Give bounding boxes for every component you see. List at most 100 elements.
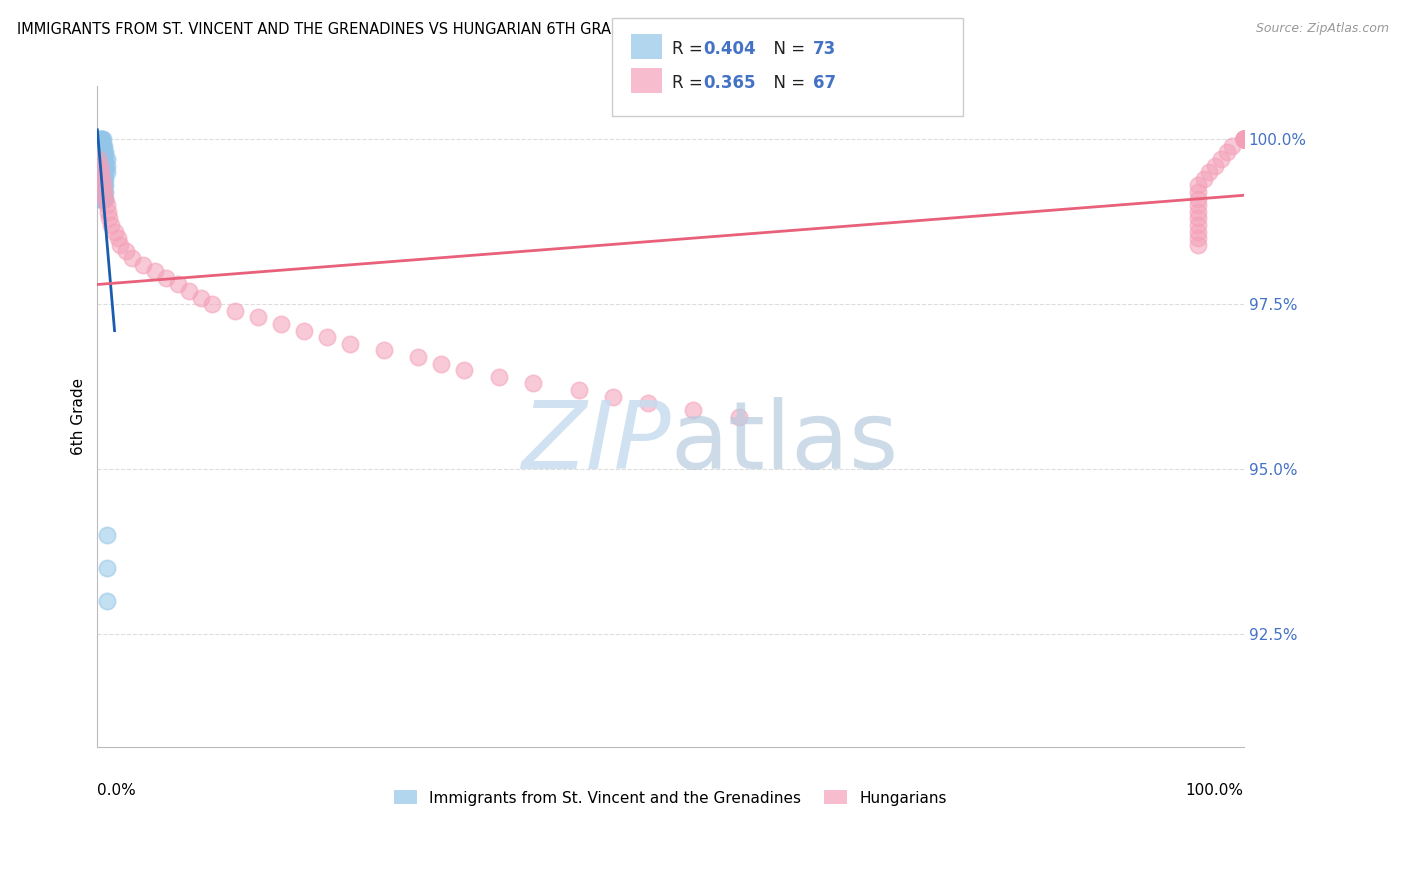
Point [93,152,115,166]
Text: atlas: atlas [671,397,898,489]
Point [94,152,117,166]
Point [1233,132,1256,146]
Point [103,225,125,239]
Point [728,409,751,424]
Point [1198,165,1220,179]
Point [430,357,453,371]
Point [1233,132,1256,146]
Point [1220,138,1243,153]
Point [87,178,110,193]
Point [246,310,269,325]
Point [1233,132,1256,146]
Point [121,251,143,265]
Point [93,185,115,199]
Point [91,165,114,179]
Point [1187,198,1209,212]
Point [89,159,111,173]
Point [94,192,117,206]
Point [1209,152,1232,166]
Text: 100.0%: 100.0% [1185,783,1244,798]
Point [90,165,112,179]
Point [1187,192,1209,206]
Point [93,178,115,193]
Text: 73: 73 [813,40,837,58]
Point [1233,132,1256,146]
Point [94,171,117,186]
Point [292,324,315,338]
Point [602,390,624,404]
Point [1192,171,1215,186]
Point [89,138,111,153]
Point [270,317,292,331]
Point [107,231,129,245]
Point [91,132,114,146]
Point [488,370,510,384]
Point [91,145,114,160]
Point [1187,237,1209,252]
Point [91,171,114,186]
Point [1187,211,1209,226]
Point [201,297,224,311]
Text: 0.404: 0.404 [703,40,755,58]
Point [91,185,114,199]
Text: 0.365: 0.365 [703,74,755,92]
Text: 67: 67 [813,74,835,92]
Point [91,138,114,153]
Point [87,132,110,146]
Point [90,152,112,166]
Point [87,145,110,160]
Point [453,363,475,377]
Point [87,152,110,166]
Point [1215,145,1237,160]
Text: IMMIGRANTS FROM ST. VINCENT AND THE GRENADINES VS HUNGARIAN 6TH GRADE CORRELATIO: IMMIGRANTS FROM ST. VINCENT AND THE GREN… [17,22,794,37]
Point [87,171,110,186]
Point [155,270,177,285]
Text: ZIP: ZIP [522,398,671,489]
Point [1187,178,1209,193]
Point [90,171,112,186]
Point [91,171,114,186]
Point [89,178,111,193]
Point [1187,185,1209,199]
Point [93,138,115,153]
Point [94,145,117,160]
Point [1187,231,1209,245]
Point [143,264,166,278]
Point [91,165,114,179]
Point [110,237,132,252]
Point [91,178,114,193]
Point [87,185,110,199]
Point [373,343,395,358]
Point [91,192,114,206]
Text: N =: N = [763,40,811,58]
Point [90,138,112,153]
Point [115,244,138,259]
Point [166,277,188,292]
Point [90,185,112,199]
Point [89,132,111,146]
Point [190,291,212,305]
Point [91,152,114,166]
Point [91,185,114,199]
Point [87,192,110,206]
Point [89,145,111,160]
Text: Source: ZipAtlas.com: Source: ZipAtlas.com [1256,22,1389,36]
Point [94,185,117,199]
Point [96,561,118,575]
Point [100,218,122,232]
Point [89,159,111,173]
Point [1204,159,1226,173]
Point [89,185,111,199]
Point [315,330,337,344]
Point [89,165,111,179]
Point [1233,132,1256,146]
Point [224,303,246,318]
Point [90,145,112,160]
Text: 0.0%: 0.0% [97,783,136,798]
Point [90,192,112,206]
Point [93,159,115,173]
Point [91,178,114,193]
Point [1233,132,1256,146]
Point [522,376,544,391]
Point [93,165,115,179]
